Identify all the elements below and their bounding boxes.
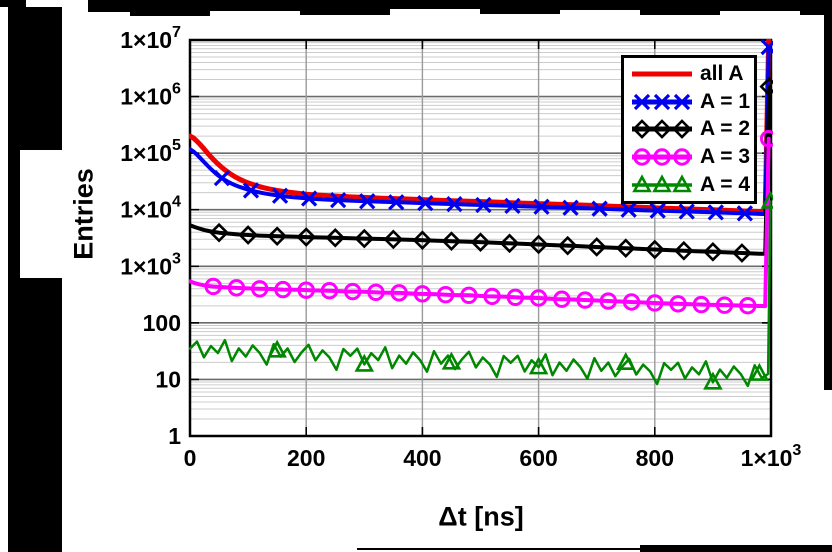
- legend-sample-circle: [632, 148, 692, 166]
- border-artifact-corner: [0, 0, 26, 7]
- border-artifact-top-bar: [88, 0, 832, 16]
- legend-entry: A = 3: [630, 144, 750, 171]
- svg-text:600: 600: [519, 445, 557, 471]
- svg-text:800: 800: [636, 445, 674, 471]
- legend-label: A = 1: [700, 89, 750, 113]
- legend-label: A = 3: [700, 145, 750, 169]
- legend-entry: A = 1: [630, 88, 750, 115]
- legend-sample-line: [632, 71, 692, 77]
- series-A1: [189, 39, 773, 222]
- legend-label: all A: [700, 61, 744, 85]
- border-artifact-right-column: [824, 7, 832, 390]
- svg-text:400: 400: [403, 445, 441, 471]
- svg-text:100: 100: [143, 310, 181, 336]
- series-A3: [189, 130, 773, 315]
- svg-text:1×106: 1×106: [120, 80, 181, 110]
- svg-text:10: 10: [155, 366, 181, 392]
- legend-sample-x: [632, 93, 692, 110]
- border-artifact-bottom-line: [357, 548, 640, 550]
- border-artifact-left-notch: [20, 150, 62, 278]
- svg-text:1×105: 1×105: [120, 136, 181, 166]
- series-allA: [189, 39, 772, 215]
- legend: all A A = 1 A = 2 A = 3 A = 4: [621, 55, 757, 204]
- y-axis-title: Entries: [68, 168, 99, 260]
- legend-label: A = 2: [700, 117, 750, 141]
- svg-text:1×104: 1×104: [120, 193, 181, 223]
- x-axis-title: Δt [ns]: [438, 501, 524, 532]
- legend-sample-diamond: [632, 119, 692, 140]
- tick-labels: 1 10 100 1×103 1×104 1×105 1×106 1×107 0 200 400 60…: [120, 23, 801, 471]
- svg-text:1×103: 1×103: [741, 441, 802, 471]
- border-artifact-bottom-bar: [640, 545, 832, 552]
- series-A2: [189, 76, 773, 263]
- svg-text:200: 200: [287, 445, 325, 471]
- legend-sample-triangle: [632, 174, 692, 193]
- legend-entry: A = 2: [630, 116, 750, 143]
- border-artifact-left-column: [8, 7, 62, 552]
- legend-entry: all A: [630, 60, 750, 87]
- legend-entry: A = 4: [630, 172, 750, 199]
- svg-text:1×107: 1×107: [120, 23, 181, 53]
- svg-text:1: 1: [168, 423, 181, 449]
- legend-label: A = 4: [700, 173, 750, 197]
- svg-text:0: 0: [184, 445, 197, 471]
- svg-text:1×103: 1×103: [120, 249, 181, 279]
- series-A4: [189, 190, 773, 390]
